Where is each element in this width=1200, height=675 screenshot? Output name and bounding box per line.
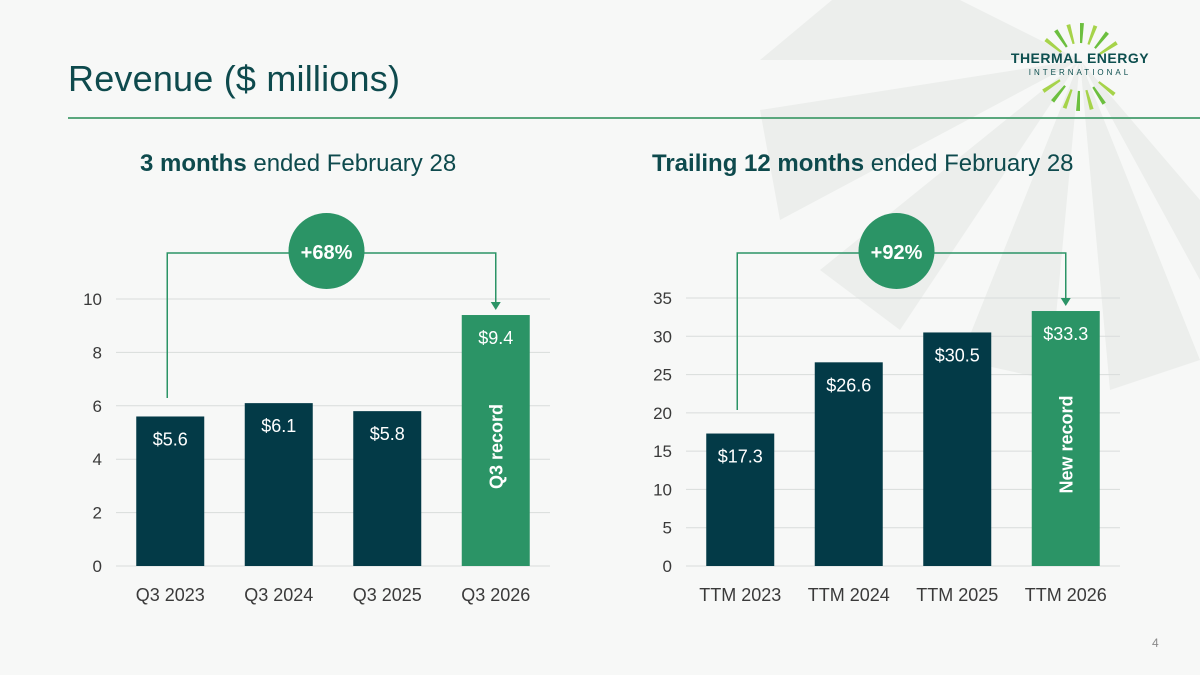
arrowhead-icon [1060, 298, 1071, 307]
logo-ray [1062, 89, 1073, 109]
revenue-bar [136, 416, 205, 566]
logo-ray [1094, 31, 1109, 49]
logo-sunburst-icon [1042, 23, 1118, 111]
y-tick-label: 8 [93, 343, 102, 362]
x-category-label: Q3 2024 [244, 585, 313, 605]
logo-ray [1099, 41, 1118, 55]
logo-ray [1080, 23, 1084, 44]
logo-ray [1066, 24, 1075, 45]
right-subtitle-rest: ended February 28 [864, 150, 1074, 177]
x-category-label: Q3 2025 [353, 585, 422, 605]
y-tick-label: 25 [653, 366, 672, 385]
logo-ray [1092, 86, 1106, 105]
record-label: Q3 record [487, 404, 507, 489]
logo-name: THERMAL ENERGY [1010, 50, 1150, 66]
y-tick-label: 2 [93, 504, 102, 523]
left-subtitle-bold: 3 months [140, 150, 247, 177]
y-tick-label: 15 [653, 442, 672, 461]
y-tick-label: 0 [93, 557, 102, 576]
bar-value-label: $6.1 [261, 416, 296, 436]
right-subtitle-bold: Trailing 12 months [652, 150, 865, 177]
x-category-label: TTM 2024 [808, 585, 890, 605]
logo-ray [1098, 81, 1116, 96]
y-tick-label: 0 [663, 557, 672, 576]
arrowhead-icon [490, 302, 501, 311]
page-number: 4 [1152, 636, 1159, 650]
revenue-bar [923, 332, 992, 566]
logo-ray [1085, 89, 1094, 110]
y-tick-label: 5 [663, 519, 672, 538]
y-tick-label: 20 [653, 404, 672, 423]
growth-badge [288, 213, 365, 289]
x-category-label: TTM 2023 [699, 585, 781, 605]
revenue-bar [244, 403, 313, 566]
right-revenue-bar-chart: 0 5 10 15 20 25 30 35 $17.3 TTM 2023 $26.6 TTM 2024… [653, 213, 1120, 605]
x-category-label: TTM 2026 [1025, 585, 1107, 605]
bar-value-label: $33.3 [1043, 324, 1088, 344]
bar-value-label: $5.6 [153, 429, 188, 449]
logo-ray [1051, 85, 1066, 103]
y-tick-label: 30 [653, 327, 672, 346]
logo-ray [1042, 79, 1061, 93]
record-bar [461, 315, 530, 566]
x-category-label: Q3 2026 [461, 585, 530, 605]
record-label: New record [1057, 395, 1077, 493]
revenue-bar [353, 411, 422, 566]
page-title: Revenue ($ millions) [68, 58, 401, 99]
bar-value-label: $30.5 [935, 345, 980, 365]
growth-badge-label: +92% [871, 242, 923, 264]
logo-ray [1054, 29, 1068, 48]
title-divider [68, 117, 1200, 119]
y-tick-label: 6 [93, 397, 102, 416]
y-tick-label: 10 [83, 290, 102, 309]
left-revenue-bar-chart: 0 2 4 6 8 10 $5.6 Q3 2023 $6.1 Q3 2024 $5.8 Q3 2025… [83, 213, 550, 605]
x-category-label: TTM 2025 [916, 585, 998, 605]
growth-badge [858, 213, 935, 289]
revenue-bar [706, 433, 775, 566]
right-chart-subtitle: Trailing 12 months ended February 28 [652, 150, 1074, 178]
y-tick-label: 4 [93, 450, 102, 469]
bar-value-label: $17.3 [718, 447, 763, 467]
bar-value-label: $5.8 [370, 424, 405, 444]
logo-subname: INTERNATIONAL [1028, 68, 1132, 77]
bar-value-label: $9.4 [478, 328, 513, 348]
left-chart-subtitle: 3 months ended February 28 [140, 150, 456, 178]
left-subtitle-rest: ended February 28 [246, 150, 457, 177]
x-category-label: Q3 2023 [136, 585, 205, 605]
logo-ray [1076, 90, 1080, 111]
bar-value-label: $26.6 [826, 375, 871, 395]
logo-ray [1044, 38, 1062, 53]
growth-badge-label: +68% [301, 242, 353, 264]
y-tick-label: 10 [653, 480, 672, 499]
y-tick-label: 35 [653, 289, 672, 308]
revenue-bar [814, 362, 883, 566]
record-bar [1031, 311, 1100, 566]
logo-ray [1087, 25, 1098, 45]
